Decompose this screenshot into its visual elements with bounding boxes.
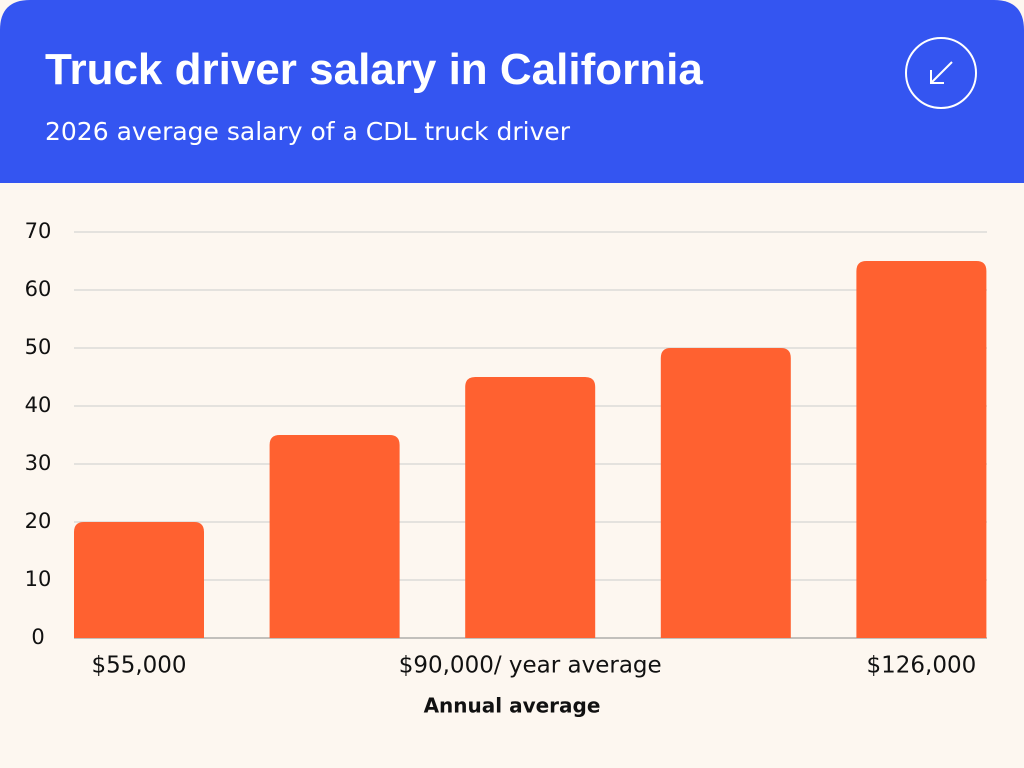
y-tick-label: 20 <box>25 509 52 533</box>
bar <box>856 261 987 638</box>
x-tick-label: $90,000/ year average <box>399 653 662 679</box>
bar <box>465 377 596 638</box>
chart-subtitle: 2026 average salary of a CDL truck drive… <box>45 117 571 146</box>
x-tick-label: $126,000 <box>867 653 977 679</box>
bar <box>269 435 400 638</box>
y-tick-label: 10 <box>25 567 52 591</box>
y-tick-label: 30 <box>25 451 52 475</box>
header <box>0 0 1024 183</box>
bar <box>74 522 204 638</box>
x-axis-label: Annual average <box>424 694 601 718</box>
y-tick-label: 50 <box>25 335 52 359</box>
y-tick-label: 70 <box>25 219 52 243</box>
y-tick-label: 40 <box>25 393 52 417</box>
bar <box>660 348 791 638</box>
y-tick-label: 60 <box>25 277 52 301</box>
y-tick-label: 0 <box>31 625 44 649</box>
x-tick-label: $55,000 <box>91 653 186 679</box>
chart-title: Truck driver salary in California <box>45 45 703 94</box>
header-icon <box>905 37 977 109</box>
